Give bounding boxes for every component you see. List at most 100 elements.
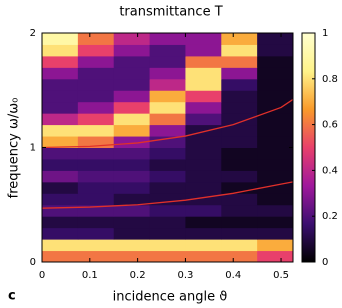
heat-cell: [113, 55, 151, 68]
heat-cell: [113, 147, 151, 160]
heat-cell: [42, 216, 79, 229]
heat-cell: [185, 78, 222, 91]
x-tick-label: 0.4: [225, 270, 241, 281]
heat-cell: [149, 67, 186, 80]
heat-cell: [113, 101, 151, 114]
heat-cell: [77, 216, 115, 229]
heat-cell: [257, 136, 294, 148]
heat-cell: [221, 147, 258, 160]
heat-cell: [149, 250, 186, 263]
heat-cell: [257, 204, 294, 217]
colorbar-tick-label: 0.4: [322, 165, 338, 176]
heat-cell: [77, 250, 115, 263]
heat-cell: [221, 204, 258, 217]
heat-cell: [42, 124, 79, 137]
heat-cell: [149, 113, 186, 126]
heat-cell: [257, 158, 294, 171]
heat-cell: [42, 181, 79, 194]
heat-cell: [42, 193, 79, 206]
heat-cell: [257, 78, 294, 91]
heat-cell: [42, 78, 79, 91]
theory-curve: [41, 181, 294, 209]
heat-cell: [149, 90, 186, 103]
heat-cell: [113, 90, 151, 103]
heat-cell: [185, 90, 222, 103]
heat-cell: [42, 239, 79, 252]
heat-cell: [149, 136, 186, 148]
heat-cell: [113, 193, 151, 206]
heat-cell: [185, 181, 222, 194]
heat-cell: [77, 204, 115, 217]
heat-cell: [42, 55, 79, 68]
heat-cell: [42, 90, 79, 103]
heat-cell: [185, 170, 222, 183]
heat-cell: [42, 147, 79, 160]
heat-cell: [221, 193, 258, 206]
heat-cell: [77, 33, 115, 45]
heat-cell: [221, 113, 258, 126]
heat-cell: [149, 216, 186, 229]
heat-cell: [185, 227, 222, 240]
heat-cell: [149, 227, 186, 240]
heat-cell: [257, 239, 294, 252]
heat-cell: [257, 90, 294, 103]
heat-cell: [42, 250, 79, 263]
heat-cell: [77, 67, 115, 80]
y-tick-label: 0: [30, 257, 36, 268]
heat-cell: [257, 44, 294, 57]
heat-cell: [77, 101, 115, 114]
heat-cell: [185, 158, 222, 171]
heat-cell: [113, 250, 151, 263]
heat-cell: [42, 158, 79, 171]
colorbar-tick-label: 0.6: [322, 120, 338, 131]
heat-cell: [42, 136, 79, 148]
heat-cell: [221, 67, 258, 80]
x-tick-label: 0.3: [177, 270, 193, 281]
heat-cell: [257, 181, 294, 194]
heat-cell: [257, 101, 294, 114]
heat-cell: [42, 33, 79, 45]
heat-cell: [221, 239, 258, 252]
heat-cell: [77, 90, 115, 103]
heat-cell: [221, 78, 258, 91]
heat-cell: [149, 193, 186, 206]
heat-cell: [257, 170, 294, 183]
heat-cell: [185, 113, 222, 126]
heat-cell: [149, 204, 186, 217]
heat-cell: [42, 101, 79, 114]
heat-cell: [77, 44, 115, 57]
heat-cell: [257, 67, 294, 80]
heat-cell: [149, 181, 186, 194]
heat-cell: [149, 101, 186, 114]
heat-cell: [257, 113, 294, 126]
heat-cell: [113, 33, 151, 45]
heat-cell: [149, 170, 186, 183]
heat-cell: [42, 113, 79, 126]
heat-cell: [185, 101, 222, 114]
heat-cell: [257, 250, 294, 263]
heat-cell: [113, 239, 151, 252]
heat-cell: [221, 136, 258, 148]
heat-cell: [149, 124, 186, 137]
heat-cell: [42, 170, 79, 183]
heat-cell: [113, 78, 151, 91]
heat-cell: [221, 227, 258, 240]
heat-cell: [185, 250, 222, 263]
colorbar: [301, 32, 316, 263]
x-tick-label: 0.5: [273, 270, 289, 281]
heat-cell: [113, 204, 151, 217]
heat-cell: [77, 147, 115, 160]
heat-cell: [185, 216, 222, 229]
heat-cell: [257, 216, 294, 229]
heat-cell: [77, 170, 115, 183]
heat-cell: [77, 158, 115, 171]
heat-cell: [257, 55, 294, 68]
heat-cell: [257, 124, 294, 137]
heat-cell: [42, 227, 79, 240]
heat-cell: [77, 113, 115, 126]
heat-cell: [149, 239, 186, 252]
heat-cell: [149, 55, 186, 68]
heat-cell: [257, 33, 294, 45]
heat-cell: [77, 124, 115, 137]
